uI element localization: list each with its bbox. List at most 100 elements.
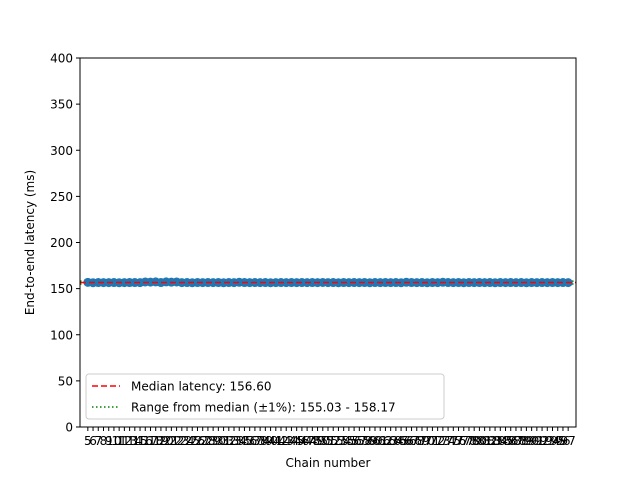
x-tick-label: 47 bbox=[299, 434, 314, 448]
x-tick-label: 54 bbox=[336, 434, 351, 448]
x-tick-label: 18 bbox=[148, 434, 163, 448]
x-tick-label: 15 bbox=[132, 434, 147, 448]
x-tick-label: 96 bbox=[555, 434, 570, 448]
x-tick-label: 62 bbox=[378, 434, 393, 448]
x-tick-label: 25 bbox=[185, 434, 200, 448]
legend-box bbox=[85, 373, 445, 420]
x-tick-label: 12 bbox=[117, 434, 132, 448]
x-tick-label: 34 bbox=[232, 434, 247, 448]
x-tick-label: 53 bbox=[331, 434, 346, 448]
x-tick-label: 21 bbox=[164, 434, 179, 448]
x-tick-label: 56 bbox=[346, 434, 361, 448]
x-tick-label: 74 bbox=[440, 434, 455, 448]
x-tick-label: 26 bbox=[190, 434, 205, 448]
x-tick-label: 90 bbox=[524, 434, 539, 448]
x-tick-label: 94 bbox=[545, 434, 560, 448]
x-tick-label: 35 bbox=[237, 434, 252, 448]
x-tick-label: 55 bbox=[341, 434, 356, 448]
y-tick-label: 150 bbox=[50, 282, 73, 296]
x-tick-label: 42 bbox=[273, 434, 288, 448]
x-tick-label: 36 bbox=[242, 434, 257, 448]
x-tick-label: 13 bbox=[122, 434, 137, 448]
x-tick-label: 81 bbox=[477, 434, 492, 448]
y-tick-label: 250 bbox=[50, 190, 73, 204]
x-tick-label: 66 bbox=[399, 434, 414, 448]
x-tick-label: 10 bbox=[106, 434, 121, 448]
x-tick-label: 73 bbox=[435, 434, 450, 448]
x-tick-label: 9 bbox=[105, 434, 113, 448]
x-tick-label: 78 bbox=[461, 434, 476, 448]
y-tick-label: 50 bbox=[58, 374, 73, 388]
x-tick-label: 91 bbox=[529, 434, 544, 448]
x-tick-label: 43 bbox=[279, 434, 294, 448]
x-tick-label: 23 bbox=[174, 434, 189, 448]
x-tick-label: 75 bbox=[446, 434, 461, 448]
x-tick-label: 92 bbox=[534, 434, 549, 448]
x-tick-label: 8 bbox=[100, 434, 108, 448]
x-tick-label: 27 bbox=[195, 434, 210, 448]
x-tick-label: 83 bbox=[487, 434, 502, 448]
x-tick-label: 89 bbox=[519, 434, 534, 448]
x-tick-label: 59 bbox=[362, 434, 377, 448]
x-tick-label: 45 bbox=[289, 434, 304, 448]
x-tick-label: 68 bbox=[409, 434, 424, 448]
x-tick-label: 86 bbox=[503, 434, 518, 448]
x-tick-label: 38 bbox=[252, 434, 267, 448]
x-tick-label: 70 bbox=[420, 434, 435, 448]
x-tick-label: 20 bbox=[159, 434, 174, 448]
x-tick-label: 32 bbox=[221, 434, 236, 448]
y-tick-label: 400 bbox=[50, 52, 73, 66]
x-tick-label: 57 bbox=[352, 434, 367, 448]
x-tick-label: 41 bbox=[268, 434, 283, 448]
x-tick-label: 44 bbox=[284, 434, 299, 448]
x-tick-label: 33 bbox=[226, 434, 241, 448]
x-tick-label: 87 bbox=[508, 434, 523, 448]
x-tick-label: 17 bbox=[143, 434, 158, 448]
x-tick-label: 63 bbox=[383, 434, 398, 448]
x-tick-label: 40 bbox=[263, 434, 278, 448]
x-tick-label: 5 bbox=[84, 434, 92, 448]
x-tick-label: 52 bbox=[326, 434, 341, 448]
legend-range-label: Range from median (±1%): 155.03 - 158.17 bbox=[131, 401, 396, 415]
x-tick-label: 22 bbox=[169, 434, 184, 448]
x-tick-label: 29 bbox=[205, 434, 220, 448]
legend: Median latency: 156.60 Range from median… bbox=[85, 373, 445, 420]
x-tick-label: 28 bbox=[200, 434, 215, 448]
x-tick-label: 58 bbox=[357, 434, 372, 448]
x-tick-label: 7 bbox=[94, 434, 102, 448]
x-tick-label: 16 bbox=[138, 434, 153, 448]
y-tick-label: 350 bbox=[50, 98, 73, 112]
x-tick-label: 61 bbox=[373, 434, 388, 448]
x-tick-label: 49 bbox=[310, 434, 325, 448]
x-tick-label: 88 bbox=[514, 434, 529, 448]
x-tick-label: 82 bbox=[482, 434, 497, 448]
x-tick-label: 30 bbox=[211, 434, 226, 448]
plot-area bbox=[79, 57, 577, 428]
x-tick-label: 24 bbox=[179, 434, 194, 448]
x-tick-label: 39 bbox=[258, 434, 273, 448]
x-tick-label: 77 bbox=[456, 434, 471, 448]
x-tick-label: 37 bbox=[247, 434, 262, 448]
x-tick-label: 69 bbox=[414, 434, 429, 448]
x-tick-label: 67 bbox=[404, 434, 419, 448]
x-tick-label: 31 bbox=[216, 434, 231, 448]
x-tick-label: 79 bbox=[467, 434, 482, 448]
x-axis-label: Chain number bbox=[286, 456, 371, 470]
x-tick-label: 71 bbox=[425, 434, 440, 448]
y-tick-label: 300 bbox=[50, 144, 73, 158]
x-tick-label: 50 bbox=[315, 434, 330, 448]
y-tick-label: 0 bbox=[65, 421, 73, 435]
x-tick-label: 11 bbox=[112, 434, 127, 448]
x-tick-label: 60 bbox=[367, 434, 382, 448]
x-tick-label: 72 bbox=[430, 434, 445, 448]
x-tick-label: 84 bbox=[493, 434, 508, 448]
x-tick-label: 80 bbox=[472, 434, 487, 448]
y-tick-label: 200 bbox=[50, 236, 73, 250]
x-tick-label: 64 bbox=[388, 434, 403, 448]
x-tick-label: 51 bbox=[320, 434, 335, 448]
x-tick-label: 85 bbox=[498, 434, 513, 448]
x-tick-label: 14 bbox=[127, 434, 142, 448]
x-tick-label: 6 bbox=[89, 434, 97, 448]
x-tick-label: 93 bbox=[540, 434, 555, 448]
